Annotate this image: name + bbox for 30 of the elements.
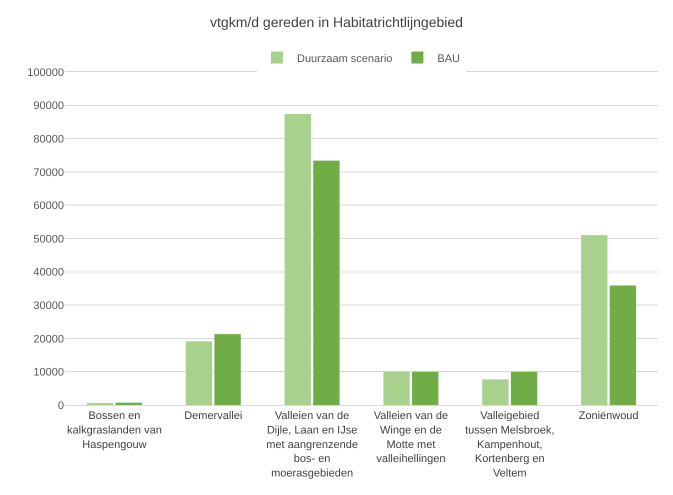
- y-tick-label: 30000: [33, 300, 64, 312]
- x-tick-label: Zoniënwoud: [578, 410, 639, 422]
- x-tick-label: Valleien van de Winge en de Motte met valleihellingen: [374, 410, 448, 466]
- legend-label: Duurzaam scenario: [297, 52, 392, 65]
- y-tick-label: 10000: [33, 366, 64, 379]
- bar: [313, 160, 340, 405]
- x-tick-label: Valleien van de Dijle, Laan en IJse met aangrenzende bos- en moerasgebieden: [266, 410, 358, 480]
- y-tick-label: 70000: [33, 166, 64, 179]
- legend-label: BAU: [437, 52, 460, 65]
- x-tick-label: Bossen en kalkgraslanden van Haspengouw: [67, 410, 162, 451]
- bar: [383, 372, 410, 405]
- y-tick-label: 20000: [33, 333, 64, 346]
- y-tick-label: 40000: [33, 266, 64, 279]
- y-tick-label: 60000: [33, 200, 64, 212]
- bar: [214, 334, 241, 405]
- bar: [482, 379, 509, 405]
- x-tick-label: Valleigebied tussen Melsbroek, Kampenhout, Kortenberg en Veltem: [465, 410, 554, 480]
- bar: [610, 285, 636, 405]
- y-tick-label: 80000: [33, 133, 64, 146]
- chart-title: vtgkm/d gereden in Habitatrichtlijngebied: [210, 14, 463, 30]
- bar: [186, 341, 212, 405]
- y-tick-label: 100000: [27, 66, 64, 79]
- y-tick-label: 90000: [33, 100, 64, 112]
- bar: [412, 372, 438, 405]
- bar: [581, 235, 608, 405]
- bar: [510, 372, 538, 405]
- bar: [284, 114, 311, 405]
- x-tick-label: Demervallei: [184, 410, 242, 422]
- y-tick-label: 0: [58, 400, 64, 412]
- y-tick-label: 50000: [33, 233, 64, 246]
